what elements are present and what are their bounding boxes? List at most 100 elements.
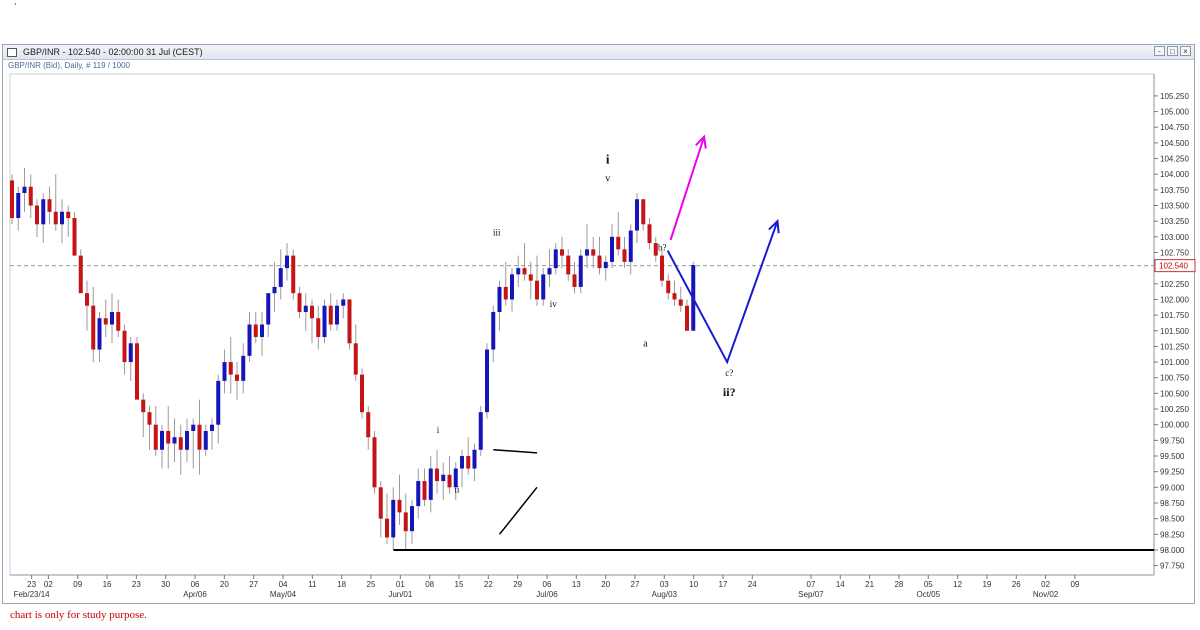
candle-body — [66, 212, 70, 218]
x-tick-label: 26 — [1012, 580, 1021, 589]
wave-label: a — [643, 338, 648, 349]
candle-body — [129, 343, 133, 362]
x-tick-label: 12 — [953, 580, 962, 589]
y-tick-label: 100.250 — [1160, 405, 1189, 414]
candle-body — [166, 431, 170, 444]
x-tick-label: 18 — [337, 580, 346, 589]
candle-body — [466, 456, 470, 469]
candle-body — [391, 500, 395, 538]
y-tick-label: 101.500 — [1160, 327, 1189, 336]
y-tick-label: 99.750 — [1160, 436, 1185, 445]
x-tick-label: 21 — [865, 580, 874, 589]
x-month-label: Sep/07 — [798, 590, 824, 599]
candle-body — [479, 412, 483, 450]
candle-body — [498, 287, 502, 312]
wave-label: v — [605, 174, 610, 185]
x-tick-label: 29 — [513, 580, 522, 589]
candle-body — [535, 281, 539, 300]
candle-body — [79, 256, 83, 294]
candle-body — [191, 425, 195, 431]
candle-body — [573, 274, 577, 287]
candle-body — [529, 274, 533, 280]
candle-body — [629, 231, 633, 262]
y-tick-label: 103.250 — [1160, 217, 1189, 226]
candle-body — [279, 268, 283, 287]
candle-body — [291, 256, 295, 294]
y-tick-label: 99.000 — [1160, 483, 1185, 492]
candle-body — [435, 469, 439, 482]
candle-body — [204, 431, 208, 450]
candle-body — [404, 512, 408, 531]
x-tick-label: 23 — [27, 580, 36, 589]
x-tick-label: 17 — [719, 580, 728, 589]
y-tick-label: 100.500 — [1160, 389, 1189, 398]
candle-body — [216, 381, 220, 425]
candle-body — [679, 299, 683, 305]
x-tick-label: 30 — [161, 580, 170, 589]
candle-body — [91, 306, 95, 350]
x-month-label: Jul/06 — [536, 590, 558, 599]
candle-body — [298, 293, 302, 312]
candle-body — [604, 262, 608, 268]
x-tick-label: 11 — [308, 580, 317, 589]
candle-body — [110, 312, 114, 325]
y-tick-label: 102.250 — [1160, 280, 1189, 289]
candle-body — [341, 299, 345, 305]
x-tick-label: 14 — [836, 580, 845, 589]
candle-body — [229, 362, 233, 375]
y-tick-label: 102.750 — [1160, 248, 1189, 257]
plot-area — [10, 74, 1154, 575]
x-month-label: Oct/05 — [916, 590, 940, 599]
candle-body — [323, 306, 327, 337]
candle-body — [248, 325, 252, 356]
x-tick-label: 05 — [924, 580, 933, 589]
candle-body — [266, 293, 270, 324]
candle-body — [316, 318, 320, 337]
candle-body — [29, 187, 33, 206]
candle-body — [198, 425, 202, 450]
x-tick-label: 22 — [484, 580, 493, 589]
x-tick-label: 10 — [689, 580, 698, 589]
wave-label: iv — [550, 299, 558, 309]
y-tick-label: 105.000 — [1160, 108, 1189, 117]
candle-body — [304, 306, 308, 312]
x-tick-label: 02 — [1041, 580, 1050, 589]
x-tick-label: 27 — [631, 580, 640, 589]
x-tick-label: 06 — [191, 580, 200, 589]
y-tick-label: 98.000 — [1160, 546, 1185, 555]
candle-body — [223, 362, 227, 381]
candle-body — [254, 325, 258, 338]
candle-body — [354, 343, 358, 374]
candle-body — [460, 456, 464, 469]
candle-body — [598, 256, 602, 269]
y-tick-label: 103.000 — [1160, 233, 1189, 242]
candle-body — [48, 199, 52, 212]
y-tick-label: 101.000 — [1160, 358, 1189, 367]
candle-body — [510, 274, 514, 299]
y-tick-label: 100.750 — [1160, 374, 1189, 383]
candle-body — [516, 268, 520, 274]
x-tick-label: 20 — [601, 580, 610, 589]
candle-body — [154, 425, 158, 450]
candle-body — [260, 325, 264, 338]
y-tick-label: 101.250 — [1160, 342, 1189, 351]
candle-body — [398, 500, 402, 513]
wave-label: b? — [658, 243, 667, 253]
candle-body — [591, 249, 595, 255]
candle-body — [10, 180, 14, 218]
candle-body — [660, 256, 664, 281]
x-tick-label: 01 — [396, 580, 405, 589]
y-tick-label: 98.750 — [1160, 499, 1185, 508]
candle-body — [423, 481, 427, 500]
candle-body — [160, 431, 164, 450]
x-tick-label: 27 — [249, 580, 258, 589]
candle-body — [148, 412, 152, 425]
candle-body — [379, 487, 383, 518]
candle-body — [548, 268, 552, 274]
x-tick-label: 06 — [543, 580, 552, 589]
candle-body — [579, 256, 583, 287]
candle-body — [73, 218, 77, 256]
candle-body — [85, 293, 89, 306]
y-tick-label: 98.250 — [1160, 530, 1185, 539]
